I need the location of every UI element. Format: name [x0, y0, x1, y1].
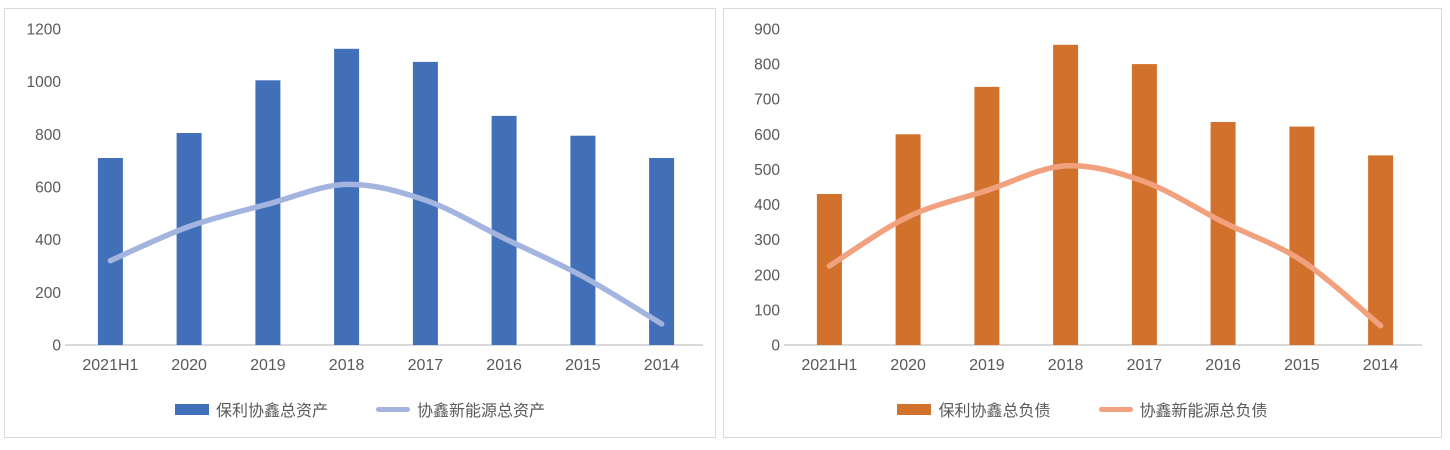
bar-2014: [1368, 155, 1394, 345]
bar-2020: [895, 134, 921, 345]
x-tick-2021H1: 2021H1: [801, 357, 857, 374]
legend-bar-swatch: [174, 403, 209, 415]
bar-2019: [255, 80, 281, 346]
bar-2020: [176, 133, 202, 345]
x-tick-2018: 2018: [329, 357, 365, 374]
y-tick-600: 600: [754, 127, 780, 144]
bar-2015: [1289, 126, 1315, 345]
legend-bar-swatch: [897, 403, 932, 415]
x-tick-2020: 2020: [171, 357, 207, 374]
x-tick-2021H1: 2021H1: [82, 357, 138, 374]
bar-2018: [334, 48, 360, 346]
y-tick-800: 800: [35, 127, 61, 144]
assets-chart: 0 200 400 600 800 1000 1200 2021H1 2020 2019 2018 2…: [27, 22, 703, 374]
x-tick-2020: 2020: [890, 357, 926, 374]
x-tick-2019: 2019: [969, 357, 1005, 374]
x-tick-2018: 2018: [1048, 357, 1084, 374]
x-tick-2015: 2015: [1284, 357, 1320, 374]
line-series: [107, 181, 665, 327]
bar-2021H1: [97, 158, 123, 345]
legend-label: 保利协鑫总负债: [938, 403, 1051, 420]
bar-2018: [1053, 44, 1079, 346]
legend-item: 保利协鑫总负债: [897, 397, 1051, 421]
liabilities-chart: 0 100 200 300 400 500 600 700 800 900 2021H1 2020 20…: [754, 22, 1422, 374]
bar-2016: [491, 115, 517, 346]
bar-2017: [1131, 64, 1157, 345]
legend-label: 协鑫新能源总资产: [417, 403, 546, 420]
bar-2014: [649, 158, 675, 345]
x-tick-2016: 2016: [486, 357, 522, 374]
assets-chart-legend: 保利协鑫总资产 协鑫新能源总资产: [5, 397, 715, 421]
bar-2016: [1210, 122, 1236, 345]
y-tick-0: 0: [52, 338, 61, 355]
y-tick-100: 100: [754, 302, 780, 319]
liabilities-chart-panel: 0 100 200 300 400 500 600 700 800 900 2021H1 2020 20…: [723, 8, 1442, 438]
y-tick-700: 700: [754, 92, 780, 109]
y-tick-900: 900: [754, 22, 780, 39]
x-tick-2014: 2014: [644, 357, 680, 374]
y-tick-200: 200: [35, 285, 61, 302]
assets-chart-panel: 0 200 400 600 800 1000 1200 2021H1 2020 2019 2018 2…: [4, 8, 716, 438]
y-tick-800: 800: [754, 57, 780, 74]
x-tick-2016: 2016: [1205, 357, 1241, 374]
legend-line-swatch: [1098, 406, 1133, 412]
legend-label: 协鑫新能源总负债: [1139, 403, 1268, 420]
bar-2019: [974, 86, 1000, 346]
x-tick-2017: 2017: [1127, 357, 1163, 374]
y-tick-600: 600: [35, 180, 61, 197]
x-tick-2019: 2019: [250, 357, 286, 374]
legend-item: 协鑫新能源总负债: [1098, 397, 1268, 421]
y-tick-300: 300: [754, 232, 780, 249]
y-tick-0: 0: [771, 338, 780, 355]
legend-item: 协鑫新能源总资产: [376, 397, 545, 421]
bar-2015: [570, 135, 596, 345]
y-tick-200: 200: [754, 267, 780, 284]
bar-2021H1: [816, 194, 842, 345]
legend-item: 保利协鑫总资产: [174, 397, 328, 421]
y-tick-1200: 1200: [27, 22, 62, 39]
legend-line-swatch: [376, 406, 410, 412]
y-tick-1000: 1000: [27, 74, 62, 91]
legend-label: 保利协鑫总资产: [215, 403, 328, 420]
x-tick-2014: 2014: [1363, 357, 1399, 374]
liabilities-chart-legend: 保利协鑫总负债 协鑫新能源总负债: [724, 397, 1441, 421]
y-tick-400: 400: [754, 197, 780, 214]
line-series: [826, 162, 1384, 329]
y-tick-500: 500: [754, 162, 780, 179]
x-tick-2015: 2015: [565, 357, 601, 374]
y-tick-400: 400: [35, 232, 61, 249]
x-tick-2017: 2017: [408, 357, 444, 374]
